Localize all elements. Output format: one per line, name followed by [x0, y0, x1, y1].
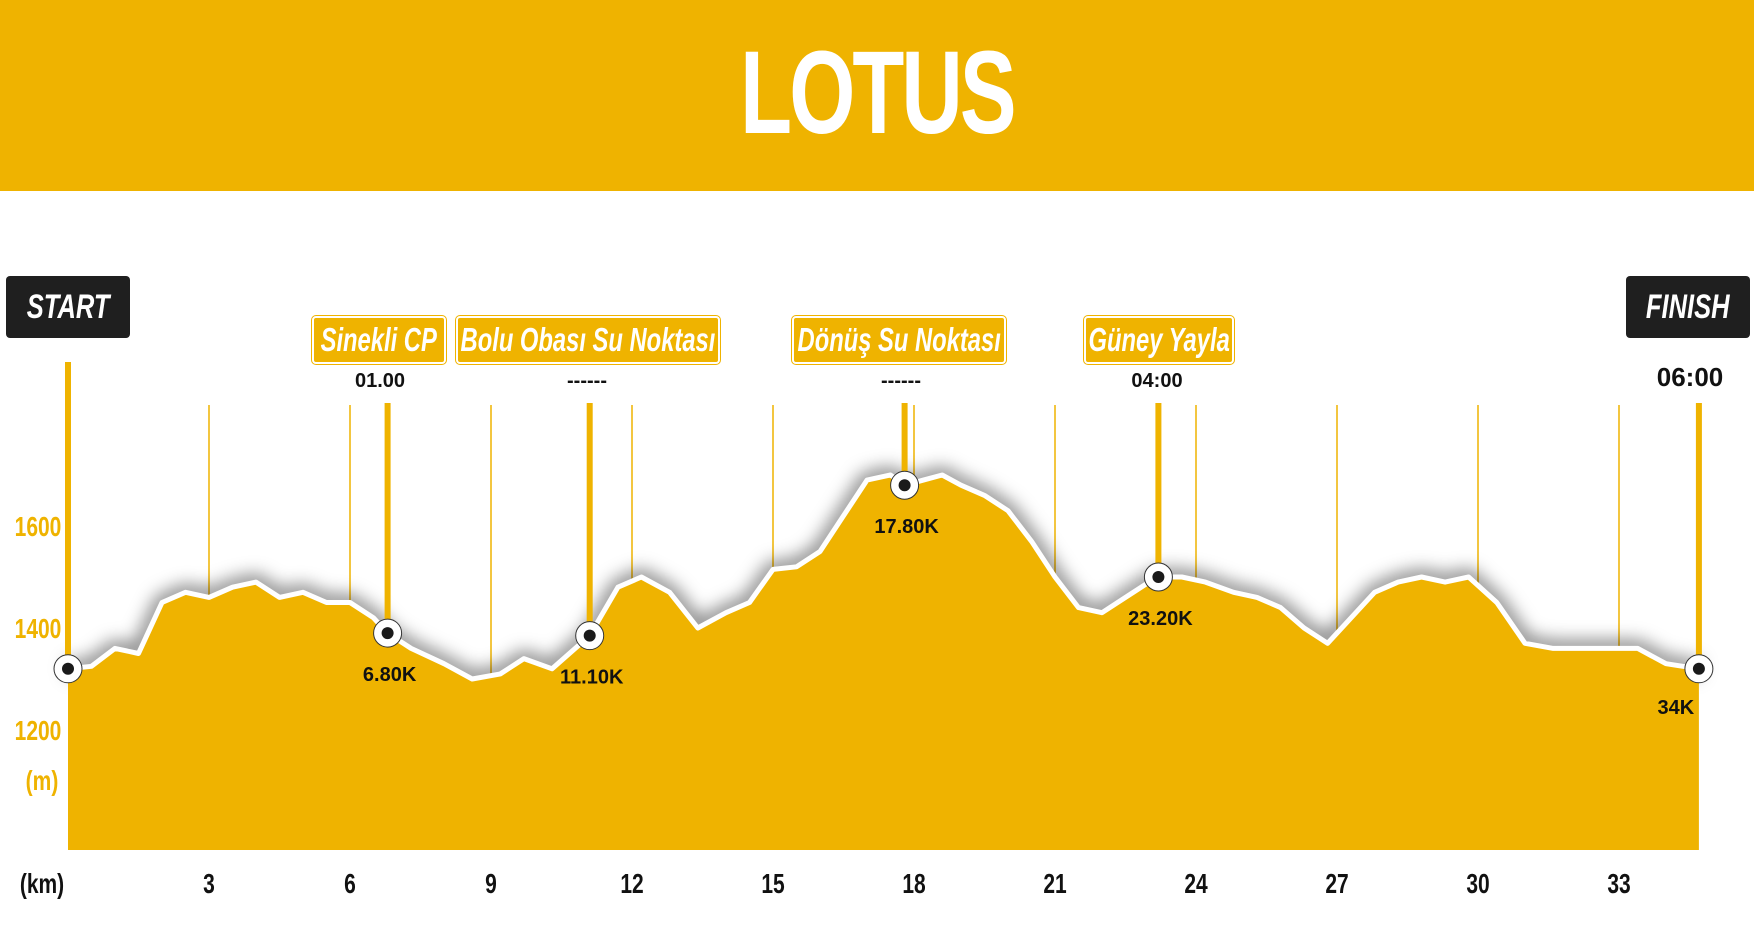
- x-tick-label-27: 27: [1325, 869, 1348, 900]
- finish-tag: FINISH: [1626, 276, 1750, 338]
- checkpoint-markers: 34K 6.80K 11.10K 17.80K 23.20K: [53, 470, 1714, 719]
- elevation-fill: [68, 475, 1699, 850]
- checkpoint-km-label-3: 23.20K: [1128, 608, 1193, 630]
- x-tick-label-33: 33: [1607, 869, 1630, 900]
- finish-marker-dot: [1692, 662, 1705, 675]
- x-tick-label-21: 21: [1043, 869, 1067, 900]
- y-tick-label-1400: 1400: [15, 614, 62, 645]
- x-tick-label-30: 30: [1466, 869, 1489, 900]
- start-label: START: [26, 287, 110, 326]
- checkpoint-pole-0: [384, 403, 391, 634]
- x-tick-label-18: 18: [902, 869, 925, 900]
- y-tick-label-1200: 1200: [15, 716, 62, 747]
- x-axis-title: (km): [20, 869, 64, 900]
- checkpoint-label-donus: Dönüş Su Noktası: [792, 316, 1006, 364]
- start-tag: START: [6, 276, 130, 338]
- checkpoint-pole-3: [1155, 403, 1162, 577]
- start-pole: [65, 362, 71, 669]
- finish-time: 06:00: [1656, 362, 1724, 392]
- x-tick-label-6: 6: [344, 869, 356, 900]
- title-banner: LOTUS: [0, 0, 1754, 191]
- checkpoint-label-sinekli: Sinekli CP: [312, 316, 446, 364]
- y-tick-label-1600: 1600: [15, 512, 62, 543]
- checkpoint-km-label-0: 6.80K: [363, 664, 417, 686]
- checkpoint-poles: [65, 362, 1702, 669]
- axis-labels: 3 6 9 12 15 18 21 24 27 30 33 (km) 1200 1400 1600 (m): [15, 512, 1631, 900]
- checkpoint-time-bolu-obasi: ------: [567, 370, 607, 392]
- checkpoint-time-guney-yayla: 04:00: [1131, 370, 1183, 392]
- x-tick-label-24: 24: [1184, 869, 1208, 900]
- x-tick-label-15: 15: [761, 869, 785, 900]
- checkpoint-pole-2: [901, 403, 908, 486]
- checkpoint-label-guney-yayla: Güney Yayla: [1084, 316, 1234, 364]
- checkpoint-time-donus: ------: [881, 370, 921, 392]
- checkpoint-marker-1-dot: [583, 629, 596, 642]
- y-axis-title: (m): [26, 766, 59, 797]
- x-tick-label-9: 9: [485, 869, 497, 900]
- page-title: LOTUS: [740, 26, 1016, 159]
- checkpoint-km-label-2: 17.80K: [874, 516, 939, 538]
- checkpoint-time-sinekli: 01.00: [354, 370, 406, 392]
- finish-label: FINISH: [1646, 287, 1730, 326]
- checkpoint-pole-1: [586, 403, 593, 636]
- finish-pole: [1695, 403, 1702, 669]
- checkpoint-marker-3-dot: [1152, 571, 1165, 583]
- finish-km-label: 34K: [1658, 697, 1695, 719]
- checkpoint-label-bolu-obasi: Bolu Obası Su Noktası: [456, 316, 720, 364]
- checkpoint-marker-2-dot: [898, 479, 911, 492]
- x-tick-label-12: 12: [620, 869, 643, 900]
- start-marker-dot: [62, 662, 74, 675]
- x-tick-label-3: 3: [203, 869, 215, 900]
- checkpoint-km-label-1: 11.10K: [560, 667, 624, 689]
- checkpoint-marker-0-dot: [381, 627, 394, 640]
